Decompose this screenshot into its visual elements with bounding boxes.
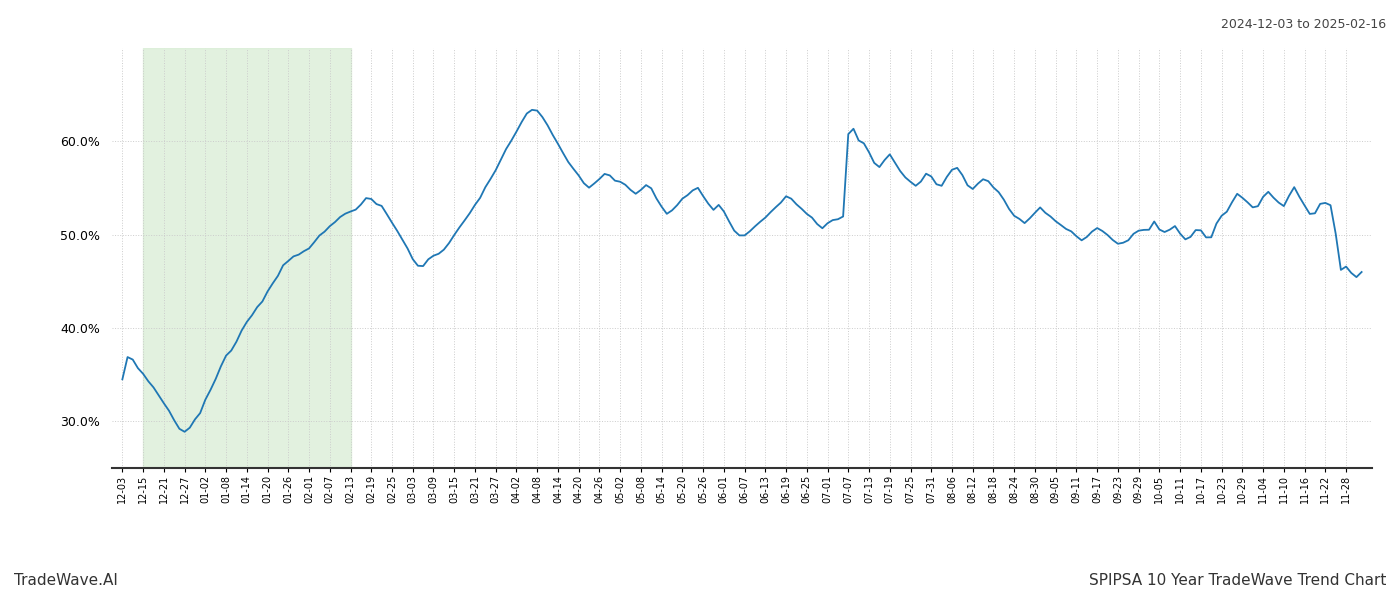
Bar — [143, 48, 350, 468]
Text: 2024-12-03 to 2025-02-16: 2024-12-03 to 2025-02-16 — [1221, 18, 1386, 31]
Text: SPIPSA 10 Year TradeWave Trend Chart: SPIPSA 10 Year TradeWave Trend Chart — [1089, 573, 1386, 588]
Text: TradeWave.AI: TradeWave.AI — [14, 573, 118, 588]
